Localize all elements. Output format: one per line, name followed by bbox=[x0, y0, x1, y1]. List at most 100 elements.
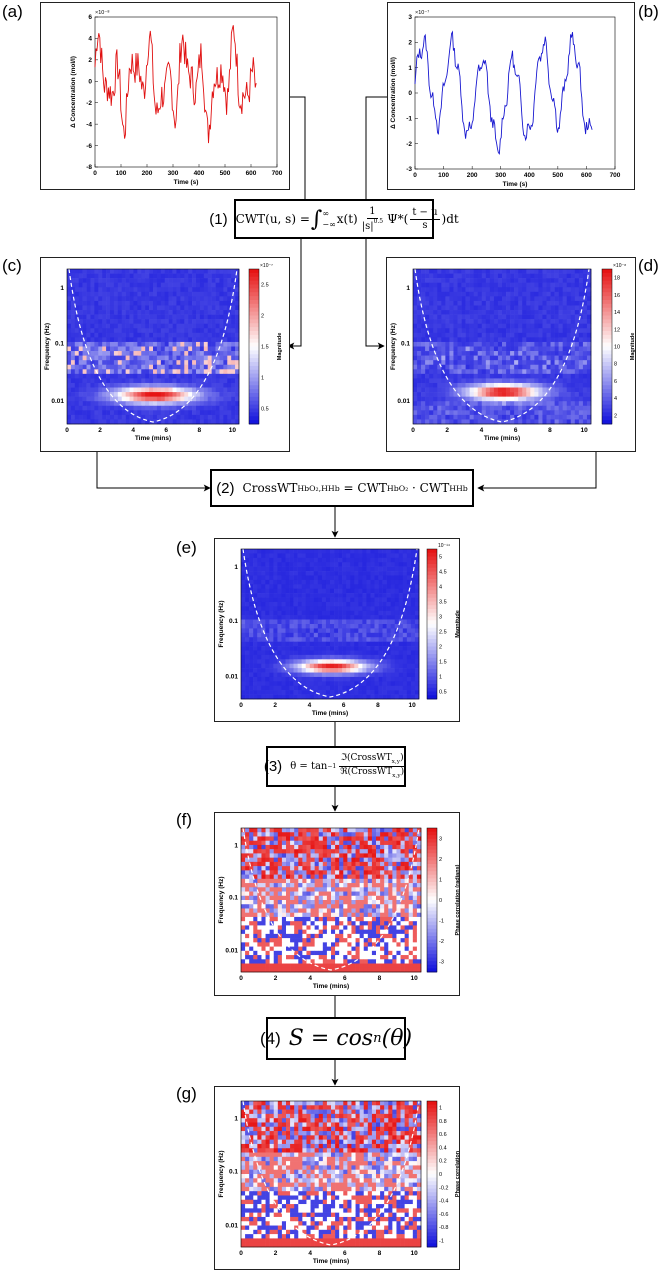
heatmap-cell bbox=[477, 319, 483, 325]
heatmap-cell bbox=[421, 278, 426, 283]
heatmap-cell bbox=[394, 606, 400, 612]
heatmap-cell bbox=[297, 549, 302, 554]
heatmap-cells bbox=[241, 828, 422, 973]
heatmap-cell bbox=[554, 296, 559, 302]
heatmap-cell bbox=[542, 360, 547, 366]
heatmap-cell bbox=[305, 584, 311, 589]
heatmap-cell bbox=[481, 314, 487, 320]
heatmap-cell bbox=[241, 593, 246, 598]
heatmap-cell bbox=[281, 694, 286, 700]
heatmap-cell bbox=[203, 419, 209, 425]
heatmap-cell bbox=[188, 287, 193, 293]
heatmap-cell bbox=[145, 314, 150, 320]
heatmap-cell bbox=[249, 685, 254, 691]
heatmap-cell bbox=[378, 566, 383, 572]
heatmap-cell bbox=[192, 410, 197, 416]
heatmap-cell bbox=[219, 291, 224, 297]
heatmap-cell bbox=[493, 282, 499, 288]
heatmap-cell bbox=[382, 557, 387, 563]
heatmap-cell bbox=[305, 694, 311, 700]
heatmap-cell bbox=[338, 566, 343, 572]
heatmap-cell bbox=[241, 676, 246, 682]
heatmap-cell bbox=[82, 387, 87, 393]
heatmap-cell bbox=[378, 654, 383, 660]
heatmap-cell bbox=[574, 305, 580, 311]
heatmap-cell bbox=[160, 401, 166, 407]
colorbar-tick-label: 2.5 bbox=[439, 630, 447, 636]
heatmap-cell bbox=[261, 575, 266, 581]
heatmap-cell bbox=[550, 323, 555, 329]
heatmap-cell bbox=[261, 597, 266, 603]
heatmap-cell bbox=[269, 632, 274, 638]
heatmap-cell bbox=[90, 360, 95, 366]
heatmap-cell bbox=[156, 269, 162, 274]
heatmap-cell bbox=[106, 378, 111, 384]
heatmap-cell bbox=[70, 373, 76, 379]
heatmap-cell bbox=[522, 273, 527, 279]
heatmap-cell bbox=[67, 351, 72, 356]
heatmap-cell bbox=[334, 606, 339, 612]
heatmap-cell bbox=[469, 373, 474, 379]
heatmap-cell bbox=[180, 369, 185, 375]
heatmap-cell bbox=[313, 579, 319, 585]
heatmap-cell bbox=[180, 355, 185, 361]
heatmap-cell bbox=[570, 319, 576, 325]
heatmap-cell bbox=[153, 392, 158, 397]
heatmap-cell bbox=[199, 387, 205, 393]
timeseries-chart-a: 0 100 200 300 400 500 600 7006420-2-4-6-8×10⁻⁸T… bbox=[70, 9, 283, 186]
heatmap-cell bbox=[168, 373, 173, 379]
heatmap-cell bbox=[394, 610, 400, 616]
heatmap-cell bbox=[342, 610, 347, 616]
heatmap-cells bbox=[67, 269, 240, 425]
heatmap-cell bbox=[493, 291, 499, 297]
heatmap-cell bbox=[325, 562, 331, 567]
heatmap-cell bbox=[425, 269, 430, 274]
heatmap-cell bbox=[106, 401, 111, 407]
heatmap-cell bbox=[414, 624, 420, 629]
heatmap-cell bbox=[231, 414, 236, 420]
heatmap-cell bbox=[301, 676, 307, 682]
colorbar-segment bbox=[602, 420, 612, 425]
heatmap-cell bbox=[67, 369, 72, 375]
heatmap-cell bbox=[223, 305, 228, 311]
heatmap-cell bbox=[199, 369, 205, 375]
heatmap-cell bbox=[82, 351, 87, 356]
heatmap-cell bbox=[321, 615, 327, 620]
heatmap-cell bbox=[137, 382, 142, 388]
heatmap-cell bbox=[473, 401, 479, 407]
heatmap-cell bbox=[325, 557, 331, 563]
heatmap-cell bbox=[297, 562, 302, 567]
heatmap-cell bbox=[558, 319, 563, 325]
heatmap-cell bbox=[223, 332, 228, 338]
equation-3-fraction: ℑ(CrossWTx,y) ℜ(CrossWTx,y) bbox=[338, 753, 406, 779]
heatmap-cell bbox=[269, 672, 274, 678]
heatmap-cell bbox=[390, 597, 396, 603]
heatmap-cell bbox=[558, 269, 563, 274]
heatmap-cell bbox=[363, 828, 369, 833]
heatmap-cell bbox=[203, 278, 209, 283]
heatmap-cell bbox=[70, 346, 76, 352]
heatmap-cell bbox=[554, 401, 559, 407]
heatmap-cell bbox=[358, 663, 363, 669]
heatmap-cell bbox=[297, 690, 302, 695]
heatmap-cell bbox=[257, 562, 262, 567]
heatmap-cell bbox=[199, 282, 205, 288]
heatmap-cell bbox=[477, 291, 483, 297]
heatmap-cell bbox=[441, 396, 446, 402]
heatmap-cell bbox=[578, 332, 584, 338]
x-tick-label: 100 bbox=[438, 172, 449, 179]
heatmap-cell bbox=[265, 650, 270, 656]
heatmap-cell bbox=[457, 300, 462, 306]
heatmap-cell bbox=[433, 328, 438, 334]
heatmap-cell bbox=[530, 310, 535, 315]
heatmap-cell bbox=[522, 269, 527, 274]
heatmap-cell bbox=[342, 601, 347, 607]
x-tick-label: 600 bbox=[246, 170, 257, 177]
heatmap-cell bbox=[160, 355, 166, 361]
heatmap-cell bbox=[156, 360, 162, 366]
heatmap-cell bbox=[546, 360, 551, 366]
x-axis-label: Time (mins) bbox=[312, 710, 348, 717]
heatmap-cell bbox=[414, 681, 420, 687]
heatmap-cell bbox=[578, 410, 584, 416]
heatmap-cell bbox=[358, 610, 363, 616]
